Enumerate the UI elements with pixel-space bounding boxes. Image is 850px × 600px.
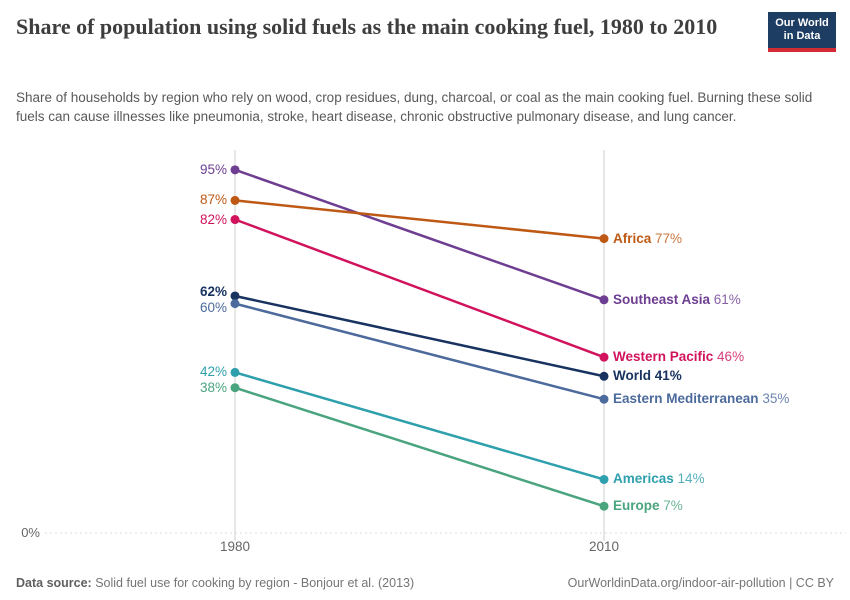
entity-name-africa[interactable]: Africa [613,230,652,246]
series-dot-eastern-mediterranean-1980[interactable] [230,299,240,309]
series-line-eastern-mediterranean[interactable] [234,302,605,401]
series-line-world[interactable] [234,294,605,378]
entity-label-world[interactable]: World 41% [613,367,682,385]
header: Share of population using solid fuels as… [16,12,836,52]
series-dot-africa-2010[interactable] [599,234,609,244]
entity-name-eastern-mediterranean[interactable]: Eastern Mediterranean [613,391,759,407]
end-value-label-africa: 77% [651,230,683,246]
series-line-western-pacific[interactable] [234,218,605,359]
start-value-label-western-pacific: 82% [199,211,227,227]
series-dot-southeast-asia-1980[interactable] [230,165,240,175]
entity-name-southeast-asia[interactable]: Southeast Asia [613,291,711,307]
end-value-label-europe: 7% [659,498,683,514]
start-value-label-africa: 87% [199,192,227,208]
series-dot-western-pacific-1980[interactable] [230,215,240,225]
page-title: Share of population using solid fuels as… [16,14,718,39]
start-value-label-world: 62% [199,283,227,299]
series-dot-eastern-mediterranean-2010[interactable] [599,394,609,404]
x-tick-2010: 2010 [588,539,620,554]
entity-label-southeast-asia[interactable]: Southeast Asia 61% [613,291,741,309]
owid-logo-line1: Our World [775,17,829,29]
series-dot-world-2010[interactable] [599,371,609,381]
entity-label-western-pacific[interactable]: Western Pacific 46% [613,348,744,366]
series-line-americas[interactable] [234,371,605,481]
entity-name-europe[interactable]: Europe [613,498,660,514]
series-dot-western-pacific-2010[interactable] [599,352,609,362]
entity-name-world[interactable]: World [613,368,651,384]
series-dot-americas-2010[interactable] [599,474,609,484]
entity-name-western-pacific[interactable]: Western Pacific [613,349,714,365]
series-line-southeast-asia[interactable] [234,168,605,301]
entity-label-europe[interactable]: Europe 7% [613,497,683,515]
series-dot-africa-1980[interactable] [230,195,240,205]
data-source-label: Data source: [16,576,92,590]
start-value-label-europe: 38% [199,380,227,396]
series-dot-europe-1980[interactable] [230,383,240,393]
entity-label-africa[interactable]: Africa 77% [613,230,682,248]
series-dot-world-1980[interactable] [230,291,240,301]
end-value-label-world: 41% [651,368,682,384]
owid-logo: Our World in Data [768,12,836,52]
start-value-label-eastern-mediterranean: 60% [199,299,227,315]
start-value-label-americas: 42% [199,364,227,380]
series-dot-europe-2010[interactable] [599,501,609,511]
end-value-label-americas: 14% [673,471,705,487]
chart-subtitle: Share of households by region who rely o… [16,90,813,125]
x-tick-1980: 1980 [219,539,251,554]
footer: Data source: Solid fuel use for cooking … [16,576,834,590]
entity-name-americas[interactable]: Americas [613,471,674,487]
owid-logo-line2: in Data [783,30,821,42]
y-axis-baseline-label: 0% [21,525,40,540]
entity-label-eastern-mediterranean[interactable]: Eastern Mediterranean 35% [613,390,789,408]
end-value-label-western-pacific: 46% [713,349,745,365]
series-dot-southeast-asia-2010[interactable] [599,295,609,305]
end-value-label-eastern-mediterranean: 35% [758,391,790,407]
entity-label-americas[interactable]: Americas 14% [613,470,705,488]
credit-link[interactable]: OurWorldinData.org/indoor-air-pollution … [567,576,834,590]
series-line-europe[interactable] [234,386,605,508]
series-line-africa[interactable] [234,199,605,240]
series-dot-americas-1980[interactable] [230,367,240,377]
data-source-text: Solid fuel use for cooking by region - B… [95,576,415,590]
data-source: Data source: Solid fuel use for cooking … [16,576,414,590]
start-value-label-southeast-asia: 95% [199,161,227,177]
end-value-label-southeast-asia: 61% [710,291,741,307]
